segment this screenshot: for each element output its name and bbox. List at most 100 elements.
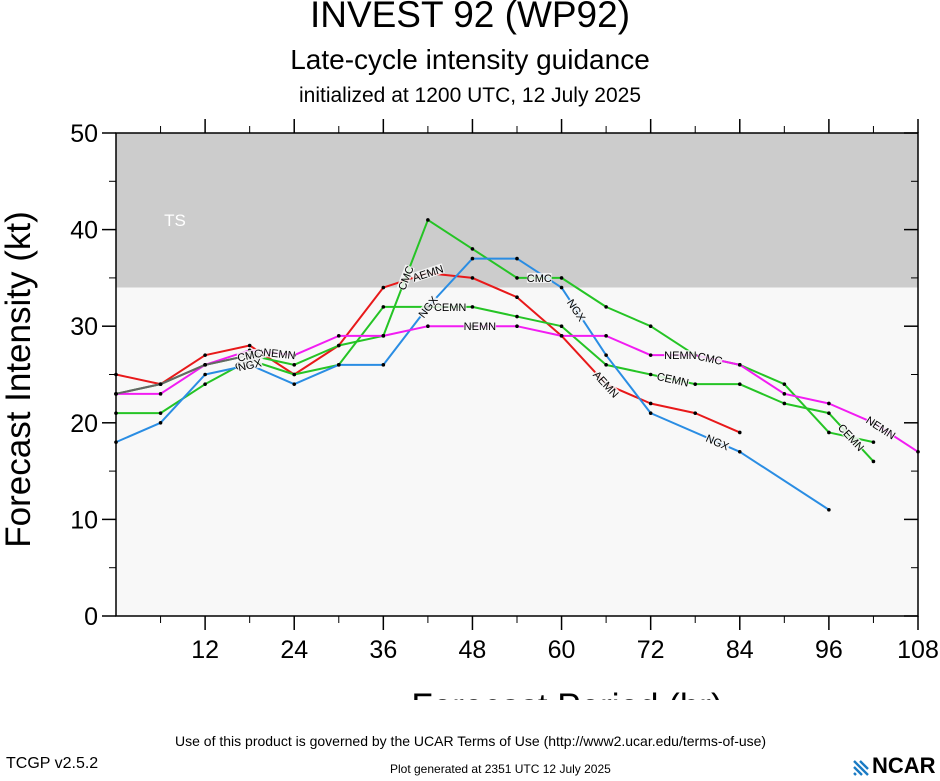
data-point-nemn — [604, 334, 608, 338]
data-point-cemn — [871, 459, 876, 464]
x-tick-label: 84 — [726, 636, 754, 664]
series-label-bg-cmc — [526, 272, 552, 283]
data-point-nemn — [737, 363, 742, 367]
data-point-aemn — [515, 295, 519, 300]
series-label-bg-aemn — [410, 263, 445, 283]
data-point-cmc — [426, 218, 430, 222]
series-label-nemn: NEMN — [664, 350, 697, 362]
ncar-logo-text: NCAR — [872, 753, 936, 778]
x-tick-label: 108 — [897, 636, 939, 664]
series-label-nemn: NEMN — [463, 321, 497, 333]
data-point-ngx — [203, 372, 207, 377]
data-point-cmc — [470, 247, 475, 251]
x-tick-label: 48 — [459, 636, 487, 664]
generated-timestamp: Plot generated at 2351 UTC 12 July 2025 — [390, 762, 611, 776]
data-point-ngx — [559, 285, 564, 290]
data-point-aemn — [247, 343, 252, 348]
x-tick-label: 72 — [637, 636, 665, 664]
series-label-bg-cemn — [836, 421, 866, 453]
data-point-ngx — [292, 382, 297, 386]
series-label-bg-nemn — [864, 414, 898, 441]
data-point-cemn — [737, 382, 742, 386]
version-label: TCGP v2.5.2 — [6, 755, 99, 772]
data-point-nemn — [426, 324, 430, 329]
series-label-bg-ngx — [565, 296, 588, 324]
chart-title: INVEST 92 (WP92) — [309, 0, 631, 35]
y-tick-label: 0 — [84, 603, 98, 631]
chart-subtitle: Late-cycle intensity guidance — [290, 44, 650, 75]
data-point-ngx — [381, 363, 386, 367]
series-line-unnamed — [115, 354, 250, 395]
ncar-logo: NCAR — [850, 753, 940, 781]
data-point-cemn — [158, 411, 163, 415]
series-label-bg-ngx — [416, 294, 440, 320]
x-tick-label: 36 — [369, 636, 397, 664]
x-tick-label: 12 — [191, 636, 219, 664]
series-label-cmc: CMC — [696, 351, 723, 368]
data-point-cemn — [470, 305, 475, 309]
data-point-nemn — [336, 334, 341, 338]
data-point-unnamed — [158, 382, 163, 386]
data-point-nemn — [782, 392, 787, 396]
data-point-cmc — [827, 430, 831, 435]
band-below-ts — [116, 287, 918, 616]
data-point-aemn — [381, 285, 386, 290]
series-label-cmc: CMC — [526, 272, 552, 285]
data-point-cmc — [782, 382, 787, 386]
y-tick-label: 20 — [70, 410, 98, 438]
data-point-cmc — [871, 440, 876, 444]
series-label-bg-cemn — [433, 301, 467, 312]
series-label-bg-nemn — [262, 346, 297, 361]
y-tick-label: 10 — [70, 506, 98, 534]
series-label-bg-nemn — [463, 321, 497, 332]
series-label-text-cmc: CMC — [527, 273, 552, 285]
chart-init-time: initialized at 1200 UTC, 12 July 2025 — [298, 84, 642, 107]
data-point-aemn — [737, 430, 742, 435]
x-tick-label: 96 — [815, 636, 843, 664]
series-label-text-cmc: CMC — [696, 351, 723, 368]
data-point-nemn — [827, 401, 831, 406]
data-point-cemn — [203, 382, 207, 386]
data-point-cmc — [336, 343, 341, 348]
data-point-nemn — [559, 334, 564, 338]
terms-of-use-text: Use of this product is governed by the U… — [175, 733, 767, 749]
y-tick-label: 40 — [70, 217, 98, 245]
data-point-cemn — [292, 372, 297, 377]
series-label-text-nemn: NEMN — [263, 347, 297, 362]
data-point-cemn — [559, 324, 564, 329]
data-point-cmc — [515, 276, 519, 280]
series-label-bg-cmc — [696, 350, 724, 366]
data-point-cemn — [604, 363, 608, 367]
data-point-nemn — [158, 392, 163, 396]
data-point-ngx — [827, 507, 831, 512]
series-label-bg-cmc — [396, 264, 415, 292]
data-point-ngx — [737, 449, 742, 454]
data-point-nemn — [515, 324, 519, 329]
series-label-text-ngx: NGX — [237, 357, 263, 374]
data-point-ngx — [648, 411, 653, 415]
series-label-bg-aemn — [591, 368, 621, 400]
series-label-bg-ngx — [236, 357, 263, 373]
y-tick-label: 30 — [70, 313, 98, 341]
y-axis-label: Forecast Intensity (kt) — [0, 211, 38, 547]
series-label-bg-ngx — [704, 432, 731, 452]
series-label-text-nemn: NEMN — [464, 321, 496, 333]
data-point-cemn — [693, 382, 698, 386]
band-label-ts: TS — [164, 211, 186, 230]
data-point-cmc — [604, 305, 608, 309]
intensity-chart: TSAEMNAEMNCEMNCEMNCEMNCEMNCMCCMCCMCCMCNG… — [0, 119, 939, 700]
data-point-cemn — [648, 372, 653, 377]
data-point-cemn — [827, 411, 831, 415]
data-point-unnamed — [203, 363, 207, 367]
data-point-cemn — [381, 305, 386, 309]
series-label-bg-nemn — [664, 350, 697, 361]
ncar-logo-icon — [853, 760, 869, 776]
series-label-text-nemn: NEMN — [664, 350, 696, 362]
series-label-nemn: NEMN — [262, 346, 297, 362]
data-point-cemn — [515, 314, 519, 319]
data-point-cmc — [559, 276, 564, 280]
x-tick-label: 24 — [280, 636, 308, 664]
data-point-aemn — [470, 276, 475, 280]
series-label-bg-cemn — [656, 371, 690, 388]
data-point-cemn — [782, 401, 787, 406]
